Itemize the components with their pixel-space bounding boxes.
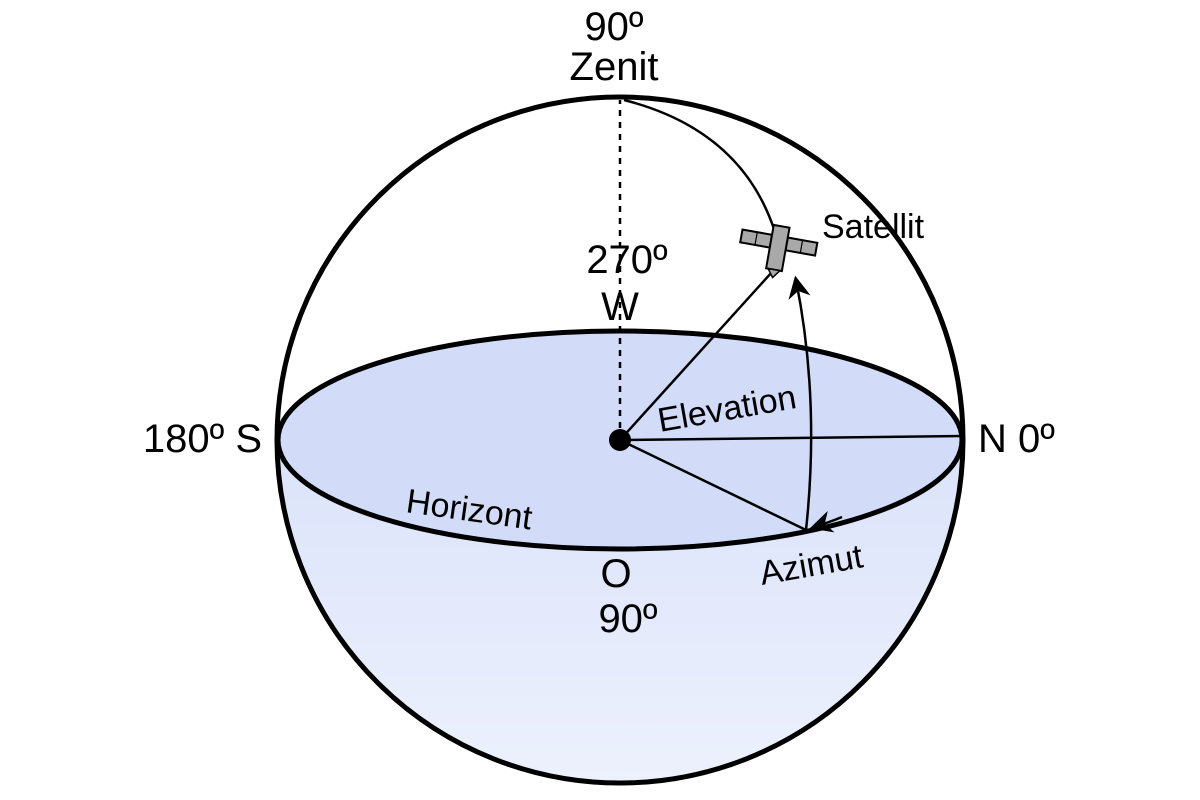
north-direction-line: [619, 434, 963, 442]
south-label: 180º S: [143, 417, 262, 461]
east-degree-label: 90º: [598, 597, 657, 641]
north-label: N 0º: [978, 417, 1055, 461]
elevation-arc: [788, 275, 813, 531]
azimuth-direction-line: [619, 438, 807, 532]
azimuth-arrow: [809, 510, 843, 533]
sphere-outline: [274, 94, 966, 786]
east-label: O: [600, 552, 631, 596]
satellite-label: Satellit: [822, 208, 925, 246]
satellite-line-of-sight: [619, 271, 773, 441]
west-degree-label: 270º: [586, 238, 668, 282]
west-label: W: [601, 285, 639, 329]
satellite-icon: [739, 223, 819, 279]
zenith-label: Zenit: [570, 45, 659, 89]
meridian-arc: [623, 98, 777, 233]
zenith-degree-label: 90º: [584, 5, 643, 49]
observer-dot-icon: [609, 429, 631, 451]
